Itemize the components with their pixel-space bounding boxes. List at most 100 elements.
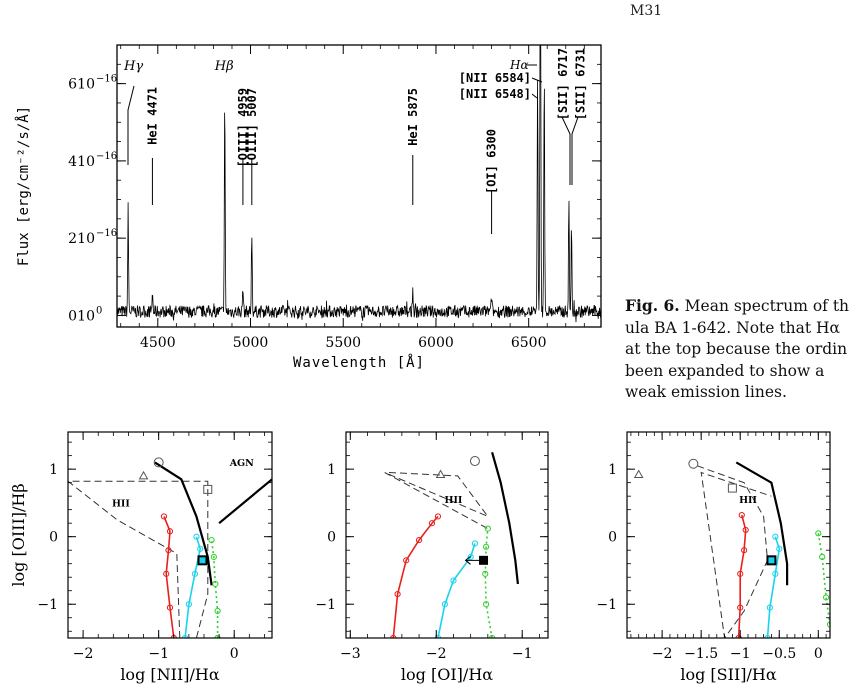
diagnostic-plot-area-nii: HII AGN xyxy=(68,457,272,638)
diagnostic-hii-boundary-nii xyxy=(68,480,209,638)
diagnostic-region-label-sii-0: HII xyxy=(739,495,757,506)
diagnostic-square-marker-sii xyxy=(727,483,737,493)
spectrum-line-label-nii6584: [NII 6584] xyxy=(459,71,531,85)
diagnostic-triangle-marker-sii xyxy=(633,469,644,479)
caption-line-2: ula BA 1-642. Note that Hα xyxy=(625,318,840,337)
diagnostic-model-red-point-5 xyxy=(738,511,745,519)
diagnostic-model-green-point-2 xyxy=(212,580,219,588)
spectrum-ytick-label-2: 4 xyxy=(68,154,77,170)
spectrum-line-label-oi6300: [OI] 6300 xyxy=(485,129,499,194)
diagnostic-xlabel-oi: log [OI]/Hα xyxy=(401,665,493,684)
caption-line-4: been expanded to show a xyxy=(625,361,825,380)
diagnostic-model-red-point-4 xyxy=(428,520,436,527)
spectrum-line-marker-hg xyxy=(127,85,135,165)
diagnostic-model-green-point-0 xyxy=(214,634,221,638)
diagnostic-model-red-point-0 xyxy=(735,634,742,638)
diagnostic-xtick-label-sii-2: −1 xyxy=(730,646,751,662)
diagnostic-xtick-label-sii-4: 0 xyxy=(814,646,823,662)
diagnostic-model-red-point-3 xyxy=(165,547,172,554)
diagnostic-model-cyan-nii xyxy=(184,536,202,638)
spectrum-line-label-hg: Hγ xyxy=(123,59,143,74)
spectrum-line-label-ha: Hα xyxy=(509,58,529,72)
diagnostic-xtick-label-sii-0: −2 xyxy=(652,646,673,662)
spectrum-frame xyxy=(116,44,602,328)
diagnostic-model-cyan-point-3 xyxy=(197,545,204,552)
spectrum-ytick-base-0: 10 xyxy=(77,308,95,324)
diagnostic-model-red-point-2 xyxy=(403,557,410,564)
diagnostic-model-cyan-point-1 xyxy=(185,601,192,608)
diagnostic-model-cyan-point-1 xyxy=(441,601,448,608)
spectrum-xtick-label-1: 5000 xyxy=(233,335,269,351)
spectrum-ytick-exp-3: −16 xyxy=(96,74,117,85)
diagnostic-ytick-label-oi-1: 0 xyxy=(327,530,336,546)
spectrum-ylabel: Flux [erg/cm⁻²/s/Å] xyxy=(15,106,32,266)
diagnostic-model-green-nii xyxy=(210,539,219,638)
diagnostic-ylabel-nii: log [OIII]/Hβ xyxy=(9,483,28,586)
spectrum-line-label-hei5875: HeI 5875 xyxy=(406,88,420,146)
diagnostic-circle-marker-sii xyxy=(688,458,699,469)
spectrum-line-label-hb: Hβ xyxy=(214,59,234,74)
diagnostic-model-red-oi xyxy=(392,515,439,638)
figure-caption: Fig. 6. Mean spectrum of th ula BA 1-642… xyxy=(625,295,850,404)
diagnostic-model-cyan-point-2 xyxy=(191,570,199,577)
caption-line-1-text: Mean spectrum of th xyxy=(684,297,850,315)
diagnostic-model-red-point-5 xyxy=(160,513,168,520)
diagnostic-model-red-point-1 xyxy=(394,590,401,598)
caption-line-1: Fig. 6. Mean spectrum of th xyxy=(625,295,850,318)
diagnostic-ytick-label-nii-0: −1 xyxy=(37,597,58,613)
diagnostic-circle-marker-oi xyxy=(469,456,480,467)
spectrum-line-marker-sii6731 xyxy=(571,116,579,185)
diagnostic-ytick-label-sii-0: −1 xyxy=(596,597,617,613)
diagnostic-triangle-marker-nii xyxy=(138,470,149,480)
spectrum-trace xyxy=(117,45,601,323)
diagnostic-model-green-point-3 xyxy=(826,621,830,628)
diagnostic-ytick-label-sii-2: 1 xyxy=(608,462,617,478)
caption-line-5: weak emission lines. xyxy=(625,383,787,401)
diagnostic-plot-area-sii: HII xyxy=(633,458,830,638)
diagnostic-observed-point-core-nii xyxy=(199,557,206,564)
diagnostic-model-green-point-4 xyxy=(484,525,491,532)
spectrum-ytick-base-3: 10 xyxy=(77,77,95,93)
diagnostic-xtick-label-sii-1: −1.5 xyxy=(684,646,718,662)
caption-line-3: at the top because the ordin xyxy=(625,340,848,358)
diagnostic-model-green-point-1 xyxy=(483,601,490,608)
diagnostic-agn-line-nii xyxy=(218,478,272,525)
diagnostic-region-label-nii-0: HII xyxy=(112,498,130,509)
spectrum-line-marker-sii6717 xyxy=(561,116,571,185)
diagnostic-model-cyan-point-0 xyxy=(182,634,189,638)
diagnostic-ytick-label-oi-2: 1 xyxy=(327,462,336,478)
diagnostic-xtick-label-nii-1: −1 xyxy=(148,646,169,662)
diagnostic-model-cyan-point-0 xyxy=(434,634,442,638)
spectrum-line-label-nii6548: [NII 6548] xyxy=(459,87,531,101)
diagnostic-max-starburst-line-oi xyxy=(491,452,519,585)
diagnostic-model-cyan-point-3 xyxy=(467,553,474,561)
diagnostic-frame-sii xyxy=(626,431,831,639)
diagnostic-model-red-point-1 xyxy=(166,604,174,611)
diagnostic-triangle-marker-oi xyxy=(435,469,446,479)
spectrum-line-leader-nii6584 xyxy=(531,77,543,83)
diagnostic-ytick-label-nii-1: 0 xyxy=(49,530,58,546)
spectrum-ytick-label-3: 6 xyxy=(68,77,77,93)
diagnostic-ytick-label-sii-1: 0 xyxy=(608,530,617,546)
diagnostic-model-cyan-point-0 xyxy=(764,634,771,638)
spectrum-xtick-label-4: 6500 xyxy=(511,335,547,351)
diagnostic-model-cyan-point-2 xyxy=(450,577,457,584)
diagnostic-model-green-point-2 xyxy=(822,594,830,601)
diagnostic-model-green-point-2 xyxy=(482,570,489,577)
diagnostic-model-green-point-1 xyxy=(214,607,221,615)
spectrum-ytick-label-1: 2 xyxy=(68,231,77,247)
diagnostic-region-label-nii-1: AGN xyxy=(229,458,254,469)
spectrum-line-leader-nii6548 xyxy=(531,93,538,99)
spectrum-ytick-exp-2: −16 xyxy=(96,151,117,162)
diagnostic-model-cyan-oi xyxy=(437,543,476,638)
diagnostic-model-red-nii xyxy=(163,516,175,638)
diagnostic-xlabel-sii: log [SII]/Hα xyxy=(680,665,777,684)
caption-label: Fig. 6. xyxy=(625,296,680,315)
diagnostic-max-starburst-line-nii xyxy=(154,461,213,586)
diagnostic-max-starburst-line-sii xyxy=(735,461,789,586)
diagnostic-model-red-point-2 xyxy=(163,570,170,577)
diagnostic-ytick-label-oi-0: −1 xyxy=(315,597,336,613)
